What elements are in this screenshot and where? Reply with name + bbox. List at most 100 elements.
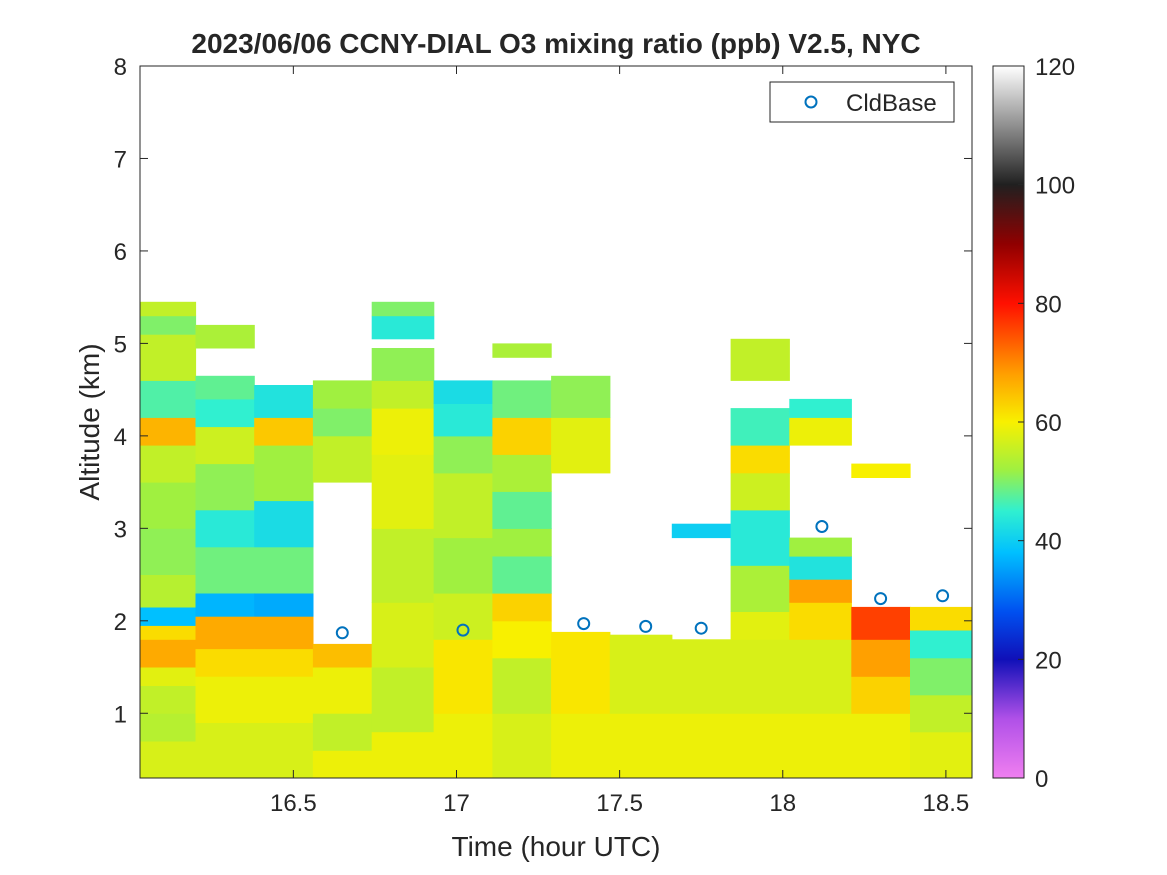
cloud-base-point <box>335 626 349 640</box>
heatmap-cell-12-2 <box>851 639 911 677</box>
heatmap-cell-0-4 <box>140 639 197 668</box>
x-tick-label: 18.5 <box>923 790 970 817</box>
heatmap-cell-0-8 <box>140 528 197 575</box>
heatmap-cell-4-4 <box>371 454 435 529</box>
heatmap-cell-5-0 <box>433 713 493 778</box>
heatmap-cell-13-0 <box>910 731 972 778</box>
heatmap-cell-13-1 <box>910 694 972 733</box>
heatmap-cell-0-14 <box>140 315 197 335</box>
heatmap-cell-10-1 <box>730 639 790 714</box>
heatmap-cell-1-2 <box>195 648 255 677</box>
heatmap-cell-4-0 <box>371 731 435 778</box>
heatmap-cell-0-2 <box>140 685 197 714</box>
y-tick-label: 3 <box>114 516 127 543</box>
heatmap-cell-6-4 <box>492 556 552 594</box>
heatmap-cell-12-0 <box>851 713 911 778</box>
legend-label: CldBase <box>846 90 937 117</box>
heatmap-cell-3-5 <box>312 408 373 437</box>
heatmap-cell-11-2 <box>789 602 852 640</box>
heatmap-cell-4-9 <box>371 301 435 317</box>
heatmap-cell-6-6 <box>492 491 552 529</box>
heatmap-cell-4-8 <box>371 315 435 340</box>
heatmap-cell-7-2 <box>551 417 611 474</box>
heatmap-cell-12-3 <box>851 606 911 640</box>
cloud-base-markers <box>335 520 950 640</box>
heatmap-cell-6-9 <box>492 380 552 418</box>
heatmap-cell-10-7 <box>730 408 790 446</box>
cloud-base-point <box>874 592 888 606</box>
heatmap-cell-0-1 <box>140 713 197 742</box>
heatmap-cell-11-6 <box>789 417 852 446</box>
heatmap-cell-2-2 <box>254 648 314 677</box>
x-axis-label: Time (hour UTC) <box>452 831 661 862</box>
colorbar-tick-label: 60 <box>1035 410 1062 437</box>
x-tick-label: 17.5 <box>596 790 643 817</box>
chart-title: 2023/06/06 CCNY-DIAL O3 mixing ratio (pp… <box>191 28 920 59</box>
heatmap-cell-3-1 <box>312 713 373 751</box>
cloud-base-point <box>456 623 470 637</box>
heatmap-cell-12-4 <box>851 463 911 478</box>
colorbar-tick-label: 100 <box>1035 173 1075 200</box>
heatmap-cell-0-0 <box>140 741 197 778</box>
heatmap-cell-11-0 <box>789 713 852 778</box>
heatmap-cell-1-0 <box>195 722 255 778</box>
heatmap-cell-0-13 <box>140 334 197 381</box>
legend: CldBase <box>769 81 955 123</box>
plot-frame <box>139 65 973 779</box>
x-axis: 16.5 17 17.5 18 18.5 <box>270 66 969 817</box>
heatmap-cell-2-0 <box>254 722 314 778</box>
heatmap-cell-3-2 <box>312 667 373 714</box>
heatmap-cell-11-4 <box>789 556 852 580</box>
heatmap-cell-10-8 <box>730 338 790 381</box>
colorbar-tick-label: 40 <box>1035 529 1062 556</box>
y-tick-label: 2 <box>114 609 127 636</box>
colorbar-ticks: 0 20 40 60 80 100 120 <box>1018 54 1075 793</box>
heatmap-cell-0-15 <box>140 301 197 317</box>
heatmap-cell-13-2 <box>910 657 972 696</box>
heatmap-cell-10-3 <box>730 565 790 612</box>
heatmap-cell-9-1 <box>671 639 732 714</box>
y-tick-label: 5 <box>114 331 127 358</box>
heatmap-cell-0-12 <box>140 380 197 418</box>
heatmap-cell-8-0 <box>609 713 673 778</box>
heatmap-cell-6-1 <box>492 657 552 714</box>
heatmap-cell-6-3 <box>492 593 552 622</box>
heatmap-cell-6-10 <box>492 343 552 358</box>
heatmap-cell-4-7 <box>371 348 435 381</box>
x-tick-label: 16.5 <box>270 790 317 817</box>
heatmap-cell-2-3 <box>254 616 314 650</box>
colorbar-tick-label: 120 <box>1035 54 1075 81</box>
heatmap-cell-6-5 <box>492 528 552 557</box>
heatmap-cell-5-5 <box>433 435 493 474</box>
colorbar: 0 20 40 60 80 100 120 <box>992 54 1075 793</box>
heatmap-cell-11-3 <box>789 579 852 603</box>
heatmap-cell-9-0 <box>671 713 732 778</box>
heatmap-cell-5-2 <box>433 593 493 640</box>
heatmap-cell-4-6 <box>371 380 435 409</box>
heatmap-cell-3-3 <box>312 643 373 668</box>
heatmap-cell-5-4 <box>433 472 493 539</box>
y-tick-label: 6 <box>114 239 127 266</box>
heatmap-cell-1-11 <box>195 324 255 349</box>
heatmap-cell-6-7 <box>492 454 552 492</box>
heatmap-cell-3-4 <box>312 435 373 483</box>
heatmap-cell-11-1 <box>789 639 852 714</box>
heatmap-cell-5-6 <box>433 403 493 437</box>
heatmap-cell-7-3 <box>551 375 611 418</box>
heatmap-cell-13-3 <box>910 630 972 659</box>
heatmap-cell-5-3 <box>433 537 493 594</box>
heatmap-cell-7-1 <box>551 631 611 714</box>
heatmap-cell-2-8 <box>254 417 314 446</box>
heatmap-cell-2-7 <box>254 445 314 502</box>
heatmap-cell-1-9 <box>195 398 255 428</box>
heatmap-cell-0-10 <box>140 445 197 483</box>
heatmap-cell-3-0 <box>312 750 373 778</box>
colorbar-tick-label: 80 <box>1035 291 1062 318</box>
heatmap-cell-0-6 <box>140 606 197 626</box>
cloud-base-point <box>936 589 950 603</box>
x-tick-label: 17 <box>443 790 470 817</box>
heatmap-cell-3-6 <box>312 380 373 409</box>
heatmap-cell-0-7 <box>140 574 197 608</box>
legend-box <box>769 81 955 123</box>
